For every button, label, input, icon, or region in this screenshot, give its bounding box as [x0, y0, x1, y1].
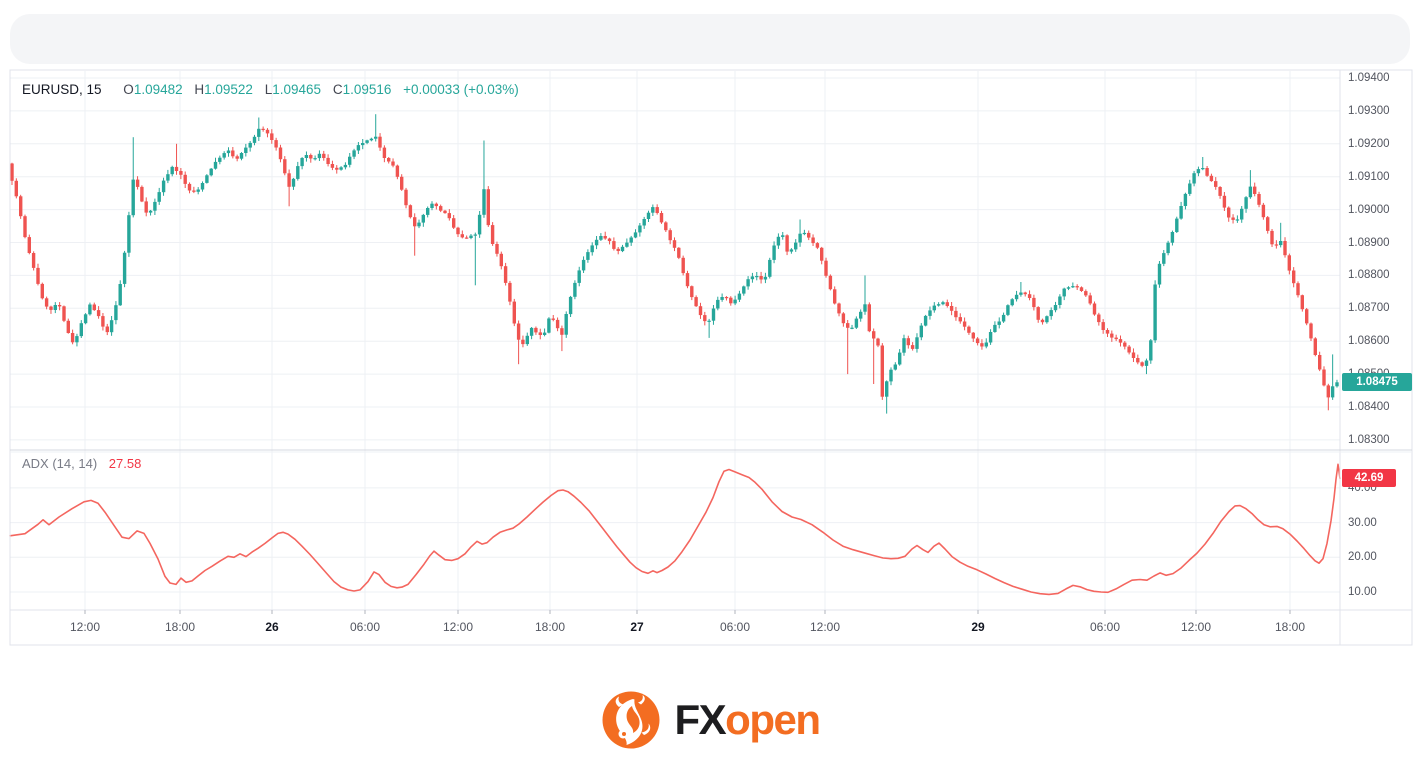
price-axis-label: 1.09300: [1348, 105, 1390, 117]
time-axis-label: 18:00: [1274, 620, 1306, 634]
time-axis-label: 18:00: [164, 620, 196, 634]
price-axis-label: 1.09000: [1348, 204, 1390, 216]
indicator-axis-label: 10.00: [1348, 586, 1377, 598]
low-value: 1.09465: [272, 82, 322, 97]
high-label: H: [194, 82, 205, 97]
open-value: 1.09482: [133, 82, 183, 97]
price-axis-label: 1.09200: [1348, 138, 1390, 150]
header-strip: [10, 14, 1410, 64]
price-axis-label: 1.09400: [1348, 72, 1390, 84]
time-axis-label: 06:00: [349, 620, 381, 634]
time-axis-day-label: 26: [265, 620, 279, 634]
symbol-legend: EURUSD, 15 O1.09482 H1.09522 L1.09465 C1…: [22, 82, 519, 97]
time-axis-day-label: 27: [630, 620, 644, 634]
time-axis-label: 12:00: [442, 620, 474, 634]
time-axis-label: 18:00: [534, 620, 566, 634]
fxopen-emblem-icon: [602, 691, 659, 749]
price-axis-label: 1.08900: [1348, 237, 1390, 249]
close-label: C: [332, 82, 343, 97]
last-price-badge: 1.08475: [1342, 373, 1412, 391]
low-label: L: [264, 82, 273, 97]
change-value: +0.00033 (+0.03%): [403, 82, 519, 97]
indicator-axis-label: 20.00: [1348, 551, 1377, 563]
price-axis-label: 1.08300: [1348, 434, 1390, 446]
time-axis-label: 06:00: [719, 620, 751, 634]
symbol-title: EURUSD, 15: [22, 82, 102, 97]
price-axis-label: 1.08600: [1348, 335, 1390, 347]
brand-fx: FX: [674, 696, 727, 743]
time-axis-label: 06:00: [1089, 620, 1121, 634]
brand-open: open: [725, 696, 821, 743]
price-axis-label: 1.08700: [1348, 302, 1390, 314]
indicator-legend: ADX (14, 14) 27.58: [22, 456, 141, 471]
time-axis-label: 12:00: [69, 620, 101, 634]
fxopen-wordmark: FXopen: [674, 690, 822, 750]
indicator-axis-label: 30.00: [1348, 517, 1377, 529]
close-value: 1.09516: [342, 82, 392, 97]
price-axis-label: 1.08800: [1348, 269, 1390, 281]
time-axis-label: 12:00: [1180, 620, 1212, 634]
indicator-value: 27.58: [108, 456, 142, 471]
fxopen-logo: FXopen: [0, 686, 1420, 754]
price-axis-label: 1.09100: [1348, 171, 1390, 183]
open-label: O: [123, 82, 134, 97]
time-axis-label: 12:00: [809, 620, 841, 634]
adx-value-badge: 42.69: [1342, 469, 1396, 487]
indicator-name: ADX (14, 14): [22, 456, 98, 471]
time-axis-day-label: 29: [971, 620, 985, 634]
price-axis-label: 1.08400: [1348, 401, 1390, 413]
high-value: 1.09522: [204, 82, 253, 97]
